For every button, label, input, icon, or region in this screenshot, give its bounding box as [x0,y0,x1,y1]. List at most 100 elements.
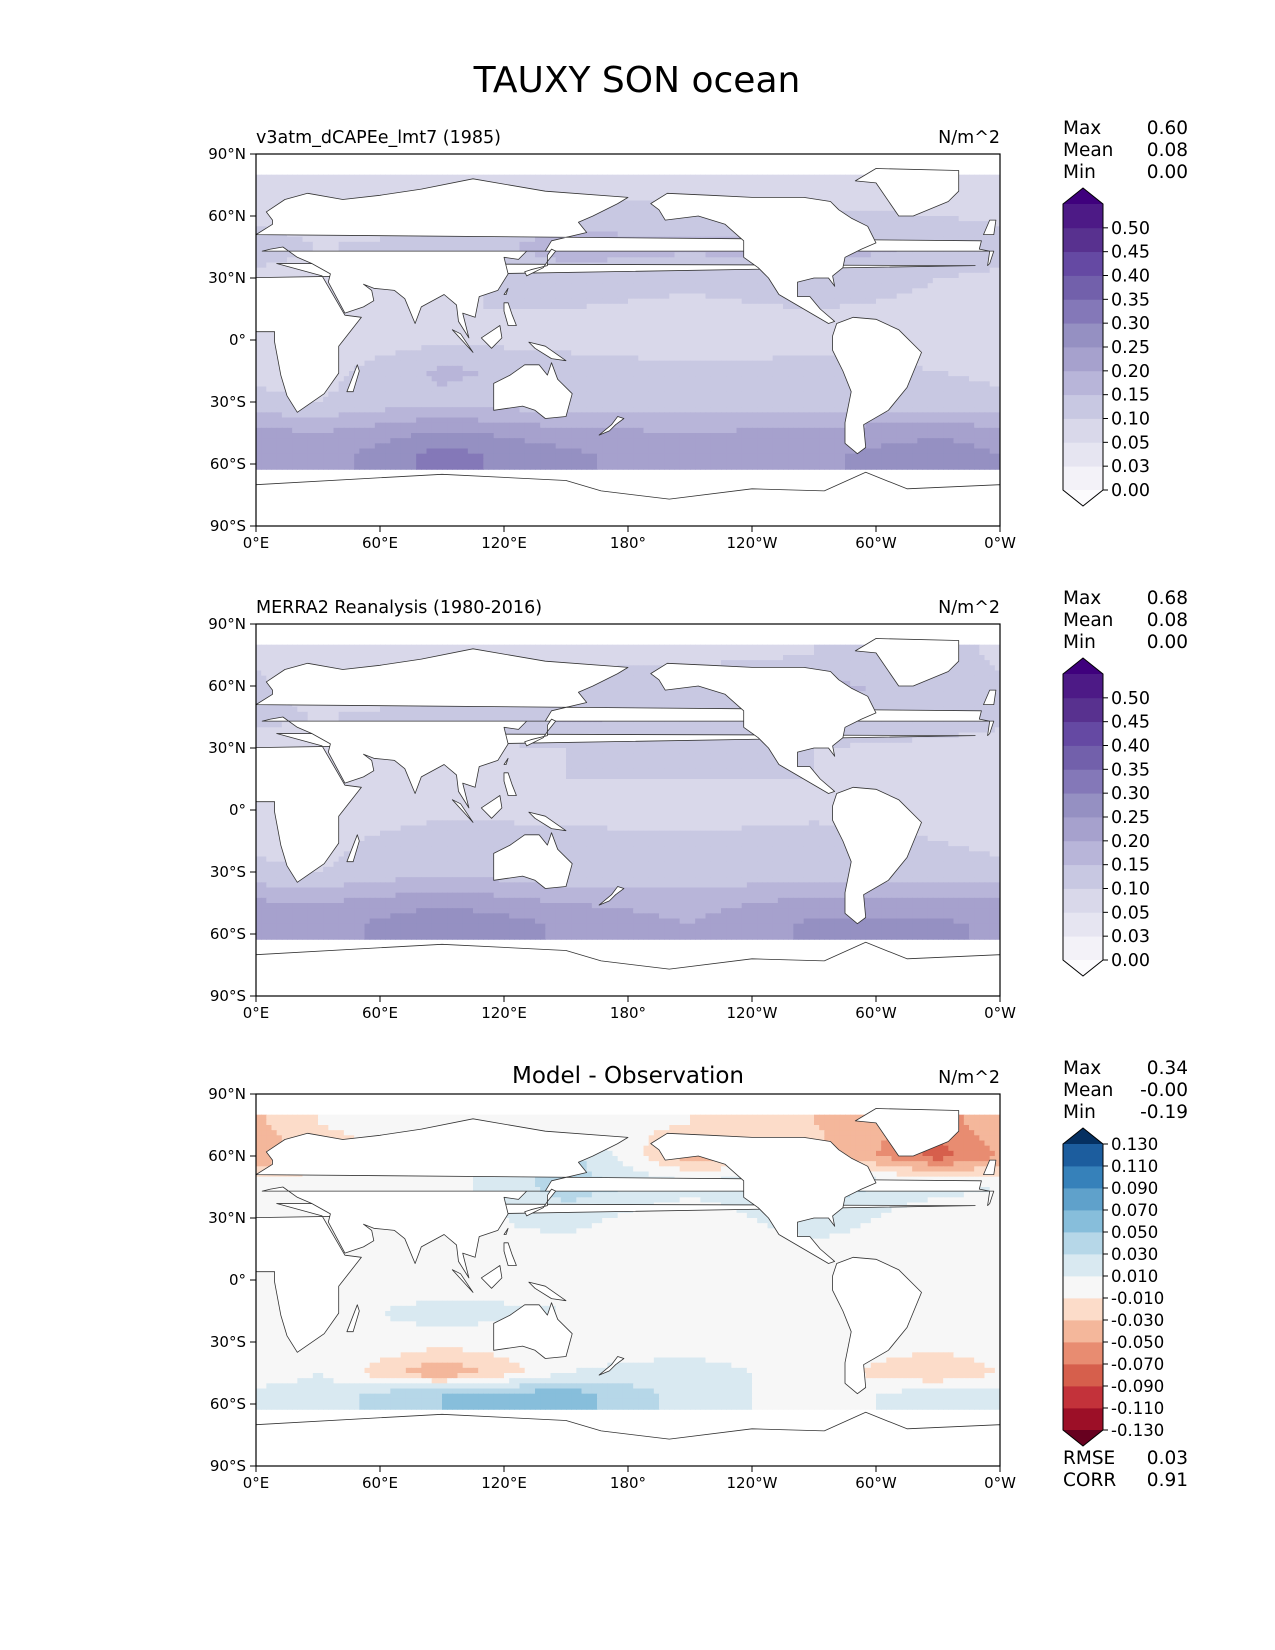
field-cell [256,329,262,336]
field-cell [633,226,639,233]
field-cell [917,288,924,295]
field-cell [411,324,417,331]
field-cell [369,185,376,191]
field-cell [808,314,815,320]
field-cell [586,298,593,305]
field-cell [767,319,774,326]
field-cell [891,252,898,258]
field-cell [338,185,345,191]
field-cell [690,303,696,310]
field-cell [927,216,934,222]
field-cell [622,210,629,217]
field-cell [896,309,903,315]
field-cell [700,226,707,233]
field-cell [881,298,887,305]
field-cell [307,247,314,253]
field-cell [648,288,655,295]
field-cell [984,288,991,295]
field-cell [917,309,924,315]
field-cell [679,309,686,315]
field-cell [411,340,417,346]
field-cell [679,319,686,326]
field-cell [431,340,438,346]
field-cell [891,319,898,326]
field-cell [741,283,748,289]
field-cell [560,340,567,346]
field-cell [705,314,712,320]
field-cell [555,283,562,289]
field-cell [865,200,872,207]
field-cell [953,283,960,289]
field-cell [746,334,753,341]
field-cell [597,210,603,217]
field-cell [519,298,526,305]
field-cell [674,309,681,315]
field-cell [705,185,712,191]
field-cell [359,340,366,346]
field-cell [798,283,805,289]
field-cell [354,334,360,341]
field-cell [953,293,960,300]
field-cell [814,340,820,346]
field-cell [638,226,645,233]
field-cell [752,345,758,351]
field-cell [860,283,867,289]
field-cell [736,314,743,320]
field-cell [912,298,918,305]
field-cell [380,190,386,196]
field-cell [261,350,267,357]
field-cell [819,298,825,305]
field-cell [901,226,908,233]
field-cell [483,236,490,243]
field-cell [349,340,355,346]
field-cell [808,324,815,331]
field-cell [643,174,650,181]
field-cell [870,252,877,258]
field-cell [958,179,965,186]
field-cell [416,174,422,181]
field-cell [519,293,526,300]
field-cell [917,329,924,336]
field-cell [715,309,722,315]
field-cell [710,226,717,233]
field-cell [488,247,495,253]
field-cell [819,174,825,181]
field-cell [695,324,701,331]
field-cell [721,278,727,284]
field-cell [390,345,397,351]
field-cell [555,324,562,331]
field-cell [839,303,846,310]
field-cell [839,278,846,284]
field-cell [850,298,856,305]
field-cell [927,226,934,233]
field-cell [333,241,340,248]
field-cell [829,283,836,289]
field-cell [881,303,887,310]
field-cell [648,185,655,191]
field-cell [772,303,779,310]
field-cell [969,231,975,238]
field-cell [690,350,696,357]
field-cell [364,340,371,346]
field-cell [746,324,753,331]
field-cell [715,319,722,326]
field-cell [343,350,350,357]
field-cell [674,185,681,191]
field-cell [731,324,738,331]
field-cell [566,272,572,279]
field-cell [664,283,670,289]
field-cell [540,329,546,336]
field-cell [581,303,588,310]
field-cell [901,252,908,258]
field-cell [628,179,634,186]
field-cell [400,345,407,351]
field-cell [865,303,872,310]
field-cell [524,334,531,341]
field-cell [581,345,588,351]
field-cell [788,334,794,341]
field-cell [560,252,567,258]
field-cell [266,221,273,227]
field-cell [912,231,918,238]
field-cell [266,179,273,186]
field-cell [839,174,846,181]
